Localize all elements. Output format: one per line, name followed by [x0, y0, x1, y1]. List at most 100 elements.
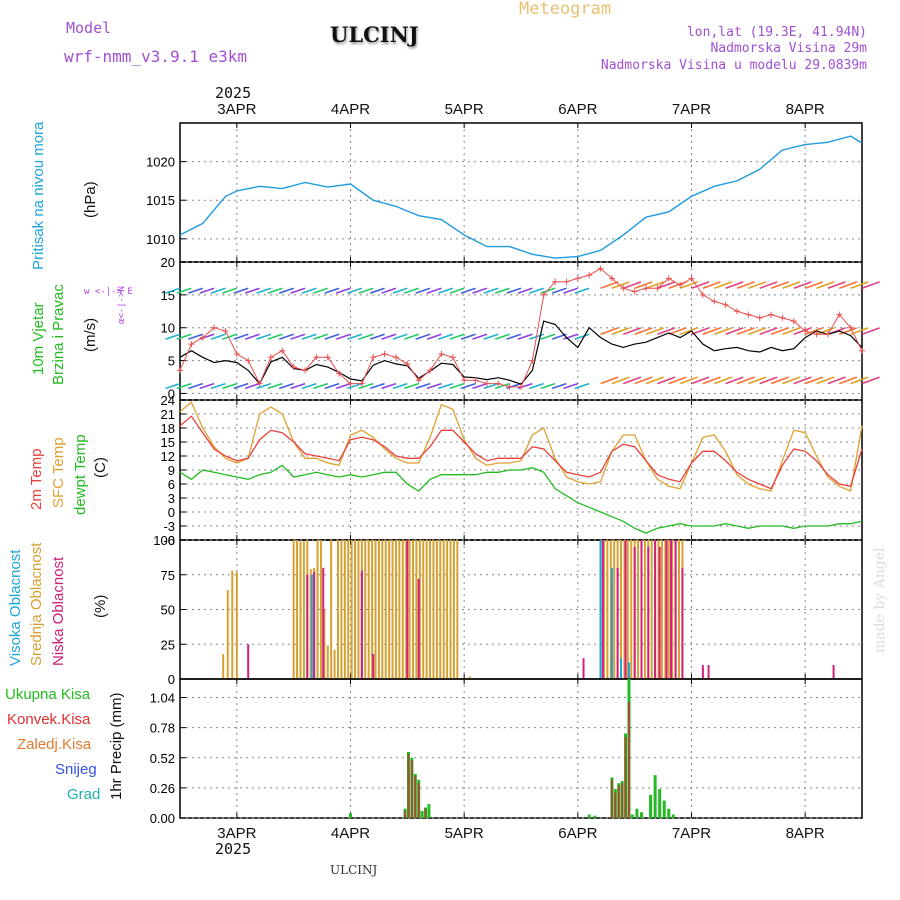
wind-barb — [551, 382, 567, 390]
wind-barb — [506, 287, 522, 294]
cloud-high-bar — [627, 662, 630, 679]
cloud-mid-bar — [429, 540, 432, 679]
wind-gust-marker — [336, 370, 343, 377]
wind-gust-marker — [608, 275, 615, 282]
cloud-mid-bar — [296, 540, 299, 679]
precip-total-bar — [587, 814, 591, 818]
cloud-mid-bar — [408, 540, 411, 679]
wind-gust-marker — [313, 354, 320, 361]
cloud-mid-bar — [446, 540, 449, 679]
wind-gust-marker — [495, 380, 502, 387]
cloud-mid-bar — [671, 540, 674, 679]
2m-temp-line — [179, 415, 863, 490]
wind-barb — [313, 287, 329, 294]
cloud-mid-bar — [226, 590, 229, 679]
cloud-ytick-label: 100 — [153, 533, 175, 548]
temp-ytick-label: 0 — [168, 505, 175, 520]
elevation-label: Nadmorska Visina 29m — [710, 41, 867, 56]
compass-label: w <-|-> E — [84, 287, 133, 297]
wind-barb — [460, 382, 476, 390]
cloud-low-bar — [372, 653, 375, 679]
pressure-ytick-label: 1010 — [146, 232, 175, 247]
wind-ytick-label: 10 — [161, 321, 175, 336]
wind-gust-marker — [699, 291, 706, 298]
wind-barb — [494, 287, 510, 294]
wind-barb — [679, 327, 699, 336]
cloud-mid-bar — [435, 540, 438, 679]
wind-barb — [369, 382, 385, 390]
cloud-low-bar — [674, 540, 677, 679]
cloud-mid-bar — [364, 540, 367, 679]
wind-gust-marker — [222, 328, 229, 334]
wind-barb — [165, 287, 181, 294]
cloud-mid-bar — [384, 540, 387, 679]
cloud-mid-bar — [620, 540, 623, 679]
wind-gust-marker — [381, 351, 388, 357]
cloud-mid-bar — [340, 540, 343, 679]
wind-barb — [759, 281, 778, 290]
wind-barb — [574, 382, 590, 390]
cloud-mid-bar — [316, 540, 319, 679]
wind-barb — [793, 376, 812, 385]
wind-barb — [611, 327, 630, 336]
cloud-mid-bar — [367, 540, 370, 679]
wind-gust-marker — [824, 331, 831, 338]
wind-barb — [233, 287, 249, 294]
wind-barb — [748, 327, 767, 336]
wind-gust-marker — [677, 282, 684, 288]
wind-barb — [483, 287, 499, 294]
cloud-ytick-label: 0 — [168, 672, 175, 687]
cloud-mid-bar — [319, 540, 322, 679]
wind-barb — [392, 287, 408, 294]
wind-barb — [381, 333, 397, 340]
wind-barb — [279, 287, 294, 294]
wind-barb — [199, 287, 215, 294]
wind-barb — [415, 287, 431, 294]
wind-gust-marker — [836, 311, 843, 318]
wind-barb — [736, 281, 755, 290]
wind-barb — [165, 333, 181, 340]
wind-barb — [483, 333, 499, 340]
wind-gust-marker — [745, 311, 752, 318]
wind-barb — [381, 287, 397, 294]
cloud-low-bar — [665, 540, 668, 679]
wind-barb — [645, 376, 664, 385]
precip-conv-bar — [617, 785, 620, 818]
cloud-mid-bar — [398, 540, 401, 679]
wind-barb — [369, 287, 385, 294]
wind-gust-marker — [199, 334, 206, 341]
temp-ytick-label: -6 — [163, 533, 175, 548]
precip-label-total: Ukupna Kisa — [5, 686, 91, 703]
wind-barb — [657, 281, 676, 290]
cloud-low-bar — [601, 540, 604, 679]
temp-ytick-label: 15 — [161, 435, 175, 450]
wind-ytick-label: 5 — [168, 354, 175, 369]
precip-conv-bar — [627, 702, 630, 818]
cloud-mid-bar — [664, 540, 667, 679]
wind-barb — [290, 382, 306, 390]
wind-barb — [645, 281, 664, 290]
precip-conv-bar — [424, 808, 427, 818]
wind-gust-marker — [654, 285, 661, 292]
wind-barb — [702, 327, 721, 336]
model-elevation-label: Nadmorska Visina u modelu 29.0839m — [600, 58, 867, 73]
wind-barb — [725, 281, 744, 290]
wind-barb — [838, 376, 858, 385]
wind-gust-marker — [427, 367, 434, 374]
wind-gust-marker — [461, 377, 468, 384]
wind-barb — [165, 382, 181, 390]
cloud-mid-bar — [609, 540, 612, 679]
wind-barb — [267, 382, 283, 390]
wind-barb — [335, 333, 351, 340]
wind-barb — [244, 287, 260, 294]
precip-total-bar — [671, 814, 675, 818]
wind-barb — [426, 287, 442, 294]
cloud-mid-bar — [432, 540, 435, 679]
wind-gust-marker — [506, 383, 513, 390]
temp-ytick-label: 21 — [161, 407, 175, 422]
wind-barb — [611, 281, 630, 290]
cloud-mid-bar — [222, 653, 225, 679]
wind-barb — [679, 376, 699, 385]
wind-barb — [210, 333, 226, 340]
